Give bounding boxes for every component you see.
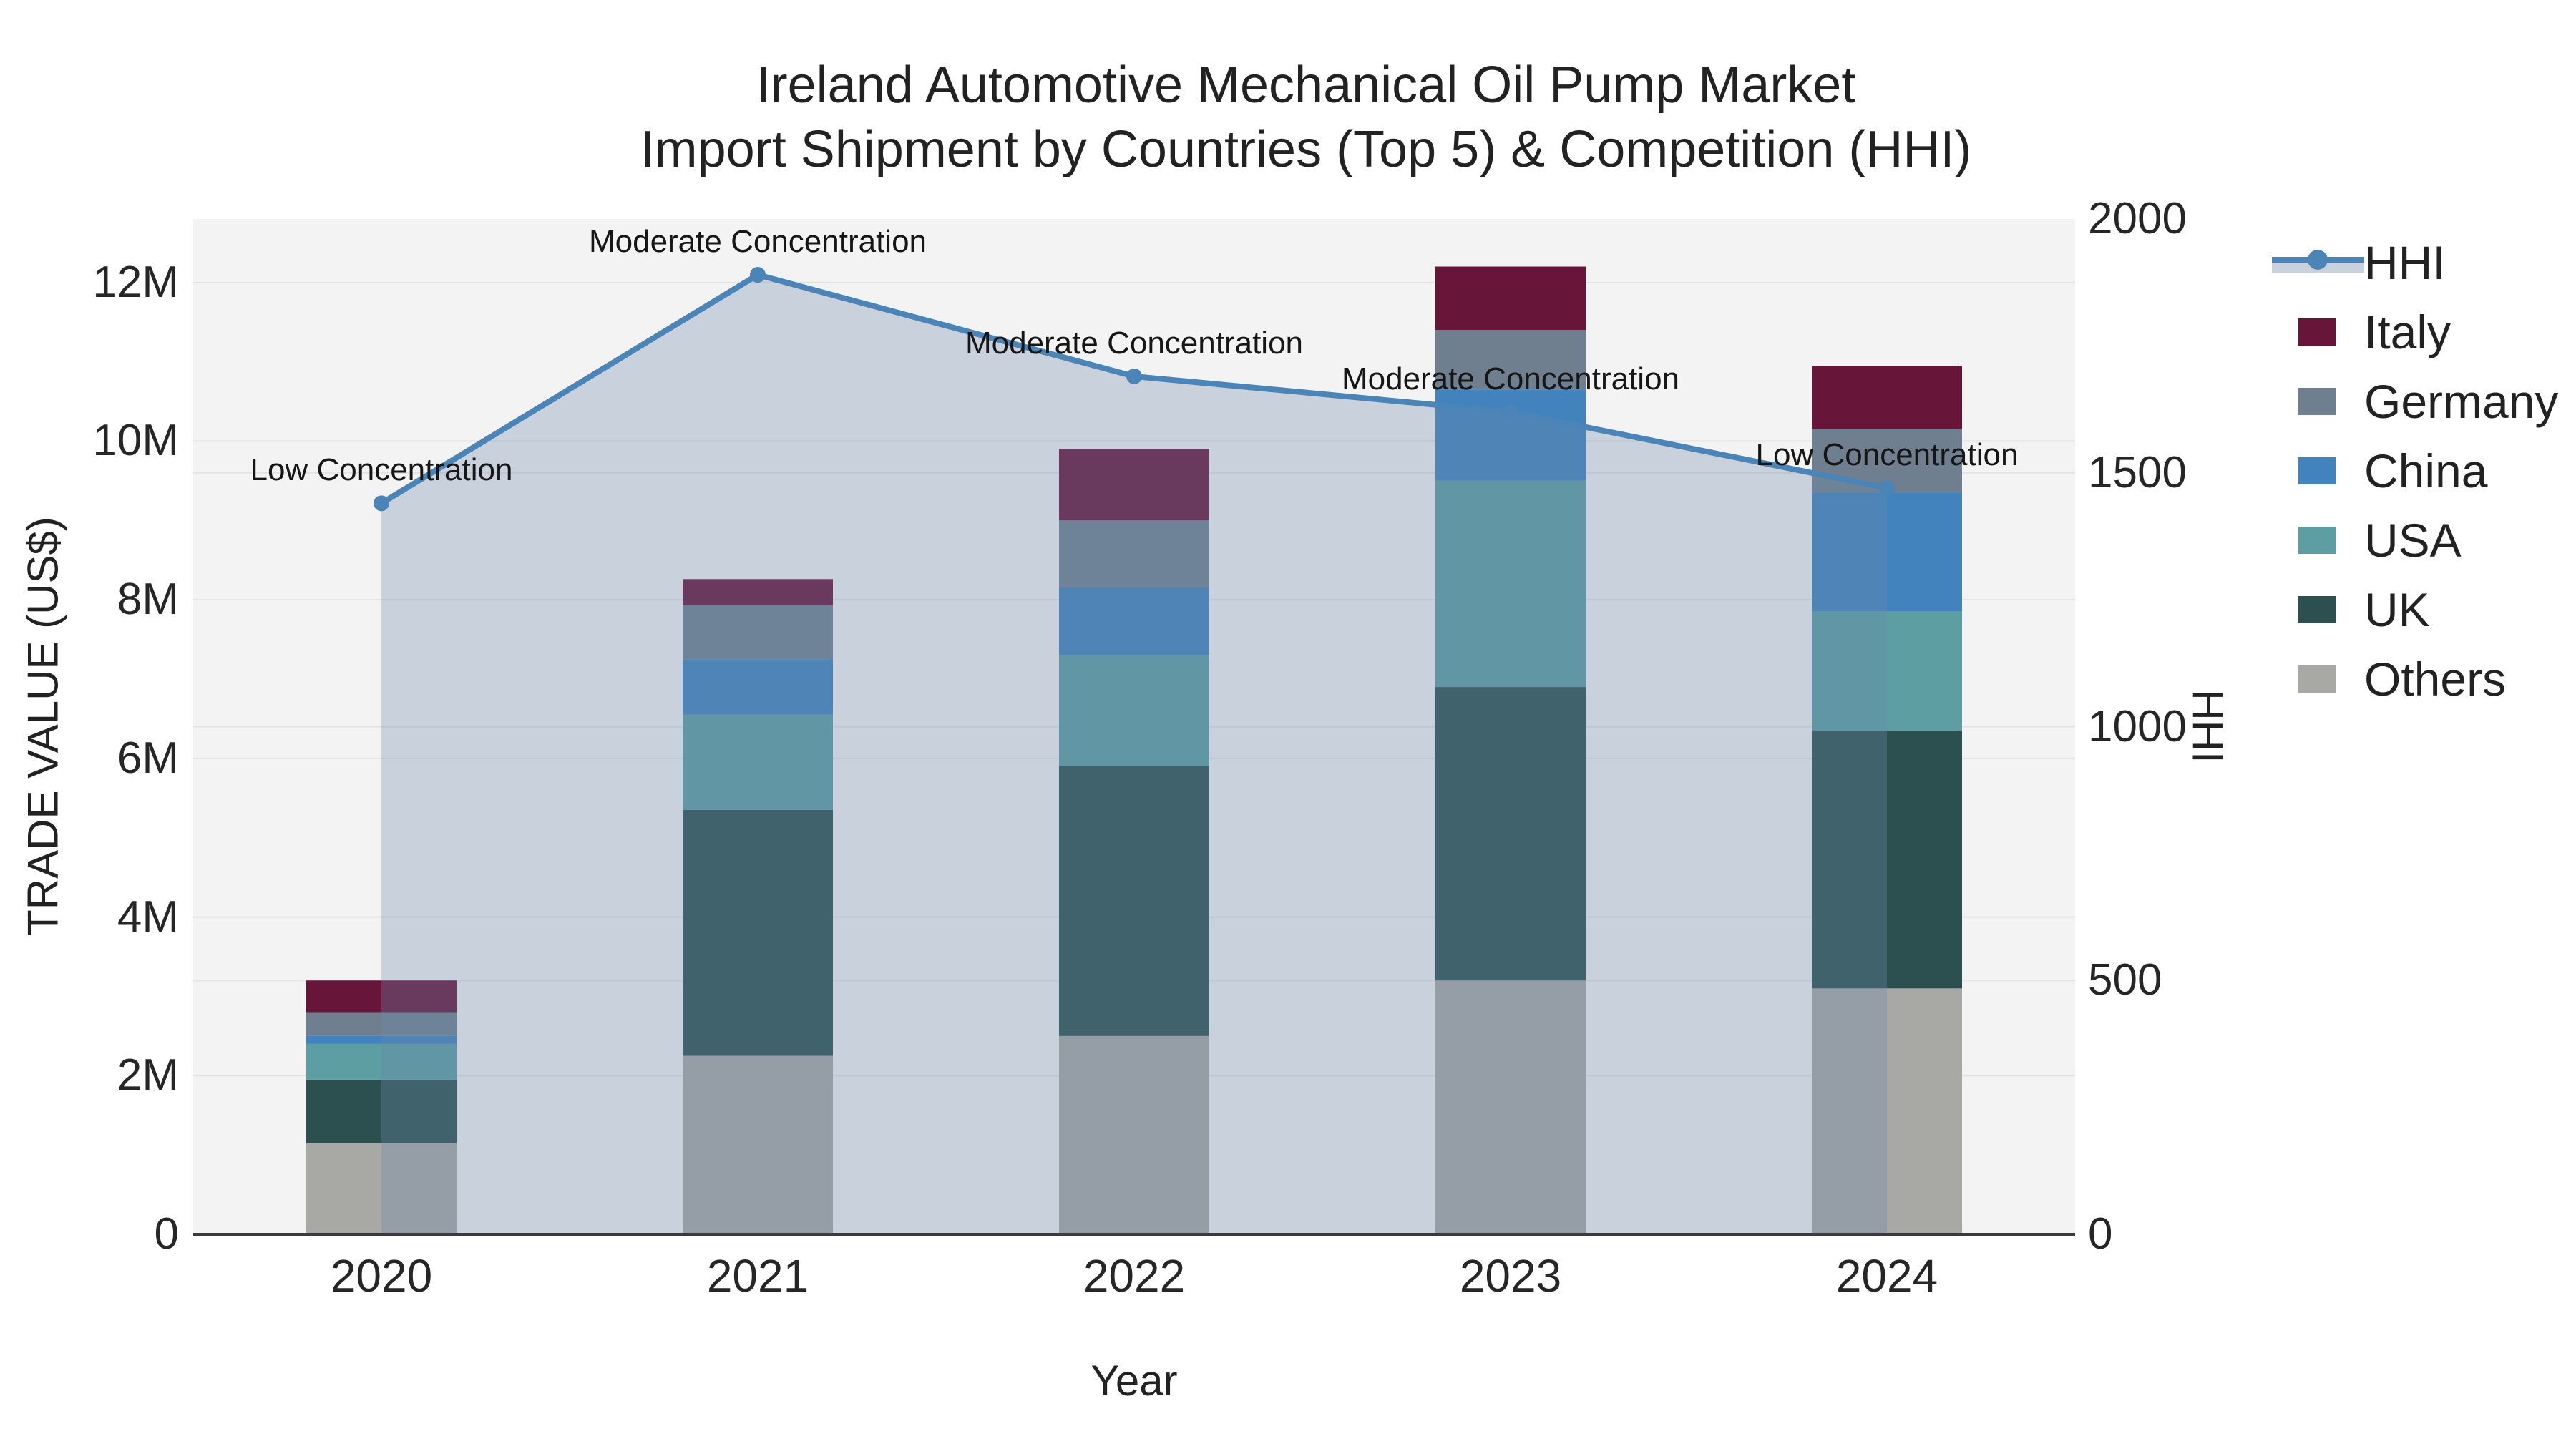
y-left-tick-10M: 10M [92,416,179,466]
y-left-tick-8M: 8M [117,575,179,625]
annotation-2021: Moderate Concentration [588,224,927,260]
legend-item-others[interactable]: Others [2272,644,2506,713]
bar-segment-uk-2023[interactable] [1435,687,1586,981]
legend-swatch-china [2298,457,2336,484]
legend-item-china[interactable]: China [2272,436,2487,505]
bar-segment-italy-2023[interactable] [1435,266,1586,331]
x-tick-2020: 2020 [330,1250,433,1302]
x-tick-2024: 2024 [1835,1250,1938,1302]
bar-segment-others-2022[interactable] [1059,1035,1209,1234]
legend-hhi-line-icon [2272,249,2364,276]
bar-segment-china-2024[interactable] [1812,492,1962,612]
chart-title-line1: Ireland Automotive Mechanical Oil Pump M… [756,57,1856,114]
x-tick-2022: 2022 [1083,1250,1186,1302]
legend-label-hhi: HHI [2364,235,2446,289]
hhi-fill-area [381,275,1887,1234]
bar-segment-others-2020[interactable] [306,1143,457,1234]
y-left-tick-2M: 2M [117,1050,179,1101]
bar-segment-uk-2021[interactable] [683,809,833,1056]
legend-item-hhi[interactable]: HHI [2272,228,2446,297]
legend-label-uk: UK [2364,582,2430,636]
legend-item-usa[interactable]: USA [2272,505,2462,575]
bar-segment-china-2020[interactable] [306,1035,457,1044]
bar-segment-others-2021[interactable] [683,1055,833,1234]
hhi-marker-2021[interactable] [750,267,766,283]
bar-segment-germany-2023[interactable] [1435,330,1586,390]
legend-swatch-others [2298,665,2336,693]
y-right-tick-1500: 1500 [2088,447,2187,497]
bar-segment-uk-2024[interactable] [1812,731,1962,989]
hhi-marker-2024[interactable] [1879,480,1895,497]
legend-swatch-usa [2298,526,2336,554]
y-axis-title-right: HHI [2183,689,2232,763]
x-tick-2023: 2023 [1459,1250,1562,1302]
legend-swatch-uk [2298,595,2336,623]
bar-segment-usa-2022[interactable] [1059,655,1209,766]
x-tick-2021: 2021 [706,1250,809,1302]
bar-segment-usa-2024[interactable] [1812,611,1962,731]
legend-swatch-italy [2298,318,2336,346]
bar-segment-china-2022[interactable] [1059,587,1209,655]
bar-segment-usa-2023[interactable] [1435,480,1586,688]
bar-segment-china-2021[interactable] [683,659,833,715]
hhi-marker-2023[interactable] [1503,404,1518,420]
legend-item-uk[interactable]: UK [2272,575,2430,644]
bar-segment-others-2023[interactable] [1435,980,1586,1234]
bar-segment-usa-2021[interactable] [683,714,833,810]
legend-label-usa: USA [2364,513,2462,567]
bar-segment-uk-2022[interactable] [1059,766,1209,1036]
legend-label-others: Others [2364,652,2507,706]
bar-segment-italy-2022[interactable] [1059,449,1209,521]
bar-segment-uk-2020[interactable] [306,1079,457,1143]
legend-item-italy[interactable]: Italy [2272,297,2451,366]
annotation-2023: Moderate Concentration [1341,361,1680,396]
y-right-tick-500: 500 [2088,955,2162,1005]
bar-segment-others-2024[interactable] [1812,988,1962,1234]
y-left-tick-12M: 12M [92,257,179,307]
legend-swatch-germany [2298,387,2336,415]
bar-segment-germany-2022[interactable] [1059,520,1209,588]
bar-segment-italy-2024[interactable] [1812,366,1962,429]
x-axis-title: Year [1091,1357,1178,1405]
hhi-marker-2020[interactable] [374,495,389,512]
legend-label-germany: Germany [2364,374,2559,428]
legend-item-germany[interactable]: Germany [2272,366,2558,436]
y-right-tick-0: 0 [2088,1209,2113,1259]
legend-label-china: China [2364,444,2488,497]
bar-segment-usa-2020[interactable] [306,1043,457,1080]
annotation-2024: Low Concentration [1755,437,2019,473]
y-left-tick-0: 0 [154,1209,179,1259]
legend-label-italy: Italy [2364,305,2451,358]
annotation-2020: Low Concentration [250,452,513,488]
bar-segment-germany-2020[interactable] [306,1012,457,1036]
annotation-2022: Moderate Concentration [965,325,1304,361]
y-left-tick-6M: 6M [117,733,179,783]
bar-segment-germany-2021[interactable] [683,605,833,660]
bar-segment-italy-2020[interactable] [306,980,457,1013]
hhi-marker-2022[interactable] [1126,368,1142,384]
chart-title-line2: Import Shipment by Countries (Top 5) & C… [640,121,1972,178]
y-left-tick-4M: 4M [117,892,179,942]
bar-segment-italy-2021[interactable] [683,579,833,605]
y-right-tick-2000: 2000 [2088,194,2187,243]
y-right-tick-1000: 1000 [2088,701,2187,751]
